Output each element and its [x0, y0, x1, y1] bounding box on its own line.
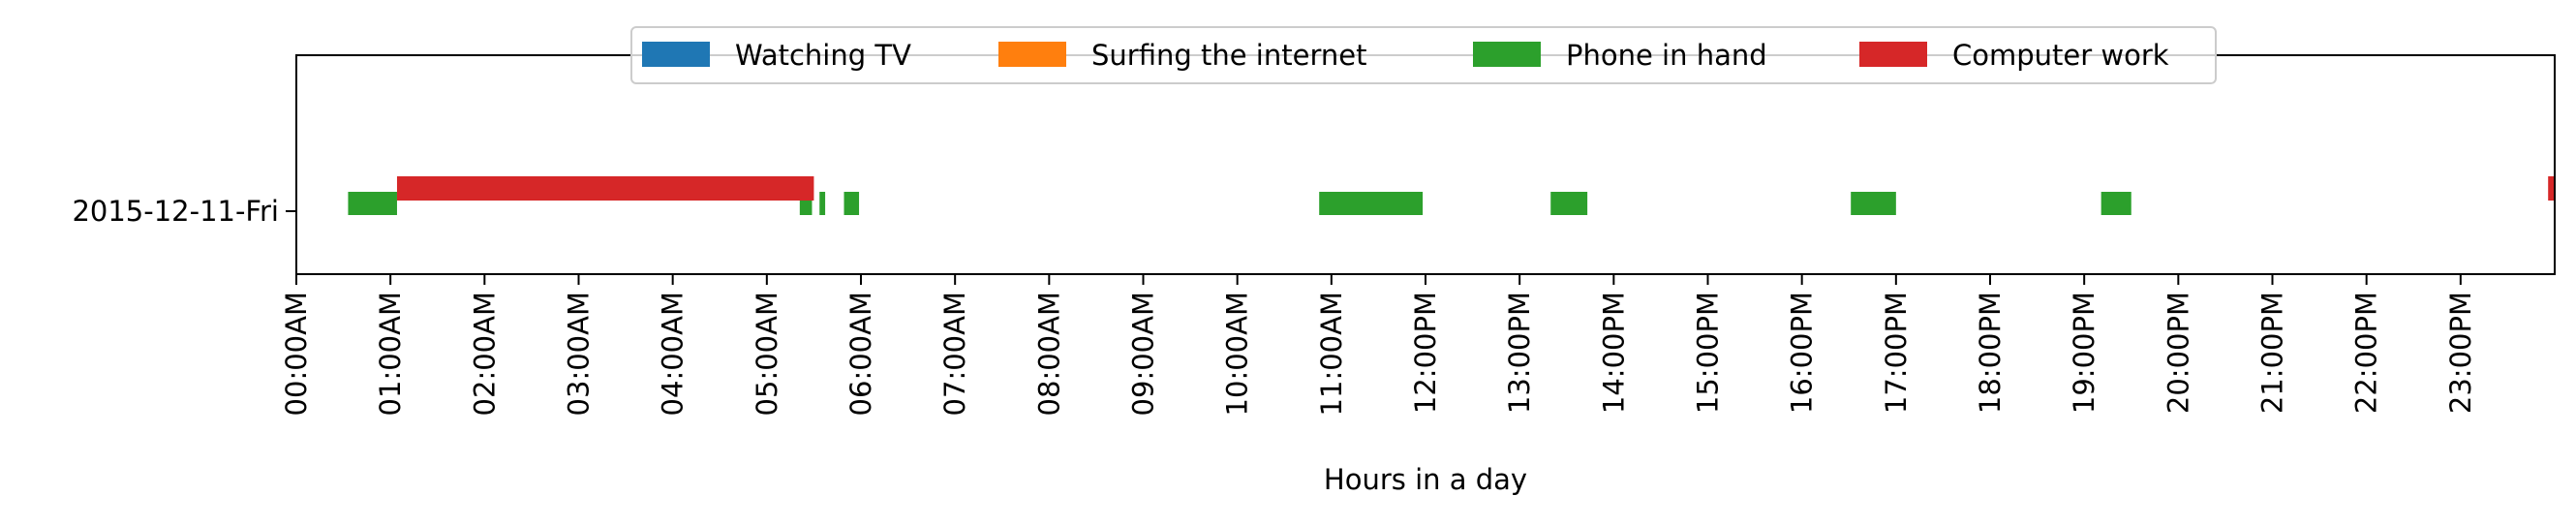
computer-work-legend-label: Computer work	[1952, 39, 2169, 72]
x-tick-label: 13:00PM	[1503, 292, 1536, 414]
phone-in-hand-legend-swatch	[1473, 42, 1541, 67]
phone-in-hand-bar-7	[2101, 192, 2131, 215]
x-tick-label: 21:00PM	[2256, 292, 2289, 414]
watching-tv-legend-swatch	[642, 42, 710, 67]
x-tick-label: 15:00PM	[1692, 292, 1725, 414]
x-tick-label: 17:00PM	[1880, 292, 1913, 414]
computer-work-legend-swatch	[1859, 42, 1927, 67]
x-tick-label: 03:00AM	[563, 292, 596, 416]
x-tick-label: 14:00PM	[1597, 292, 1630, 414]
phone-in-hand-bar-4	[1319, 192, 1424, 215]
x-tick-label: 11:00AM	[1315, 292, 1348, 416]
x-tick-label: 18:00PM	[1974, 292, 2007, 414]
phone-in-hand-legend-label: Phone in hand	[1566, 39, 1767, 72]
x-tick-label: 05:00AM	[751, 292, 783, 416]
x-tick-label: 19:00PM	[2068, 292, 2101, 414]
legend-box	[630, 26, 2217, 84]
x-tick-label: 07:00AM	[938, 292, 971, 416]
x-tick-label: 10:00AM	[1221, 292, 1254, 416]
surfing-the-internet-legend-label: Surfing the internet	[1091, 39, 1366, 72]
y-axis: 2015-12-11-Fri	[72, 195, 296, 228]
phone-in-hand-bar-2	[819, 192, 826, 215]
x-tick-label: 16:00PM	[1786, 292, 1819, 414]
x-tick-label: 08:00AM	[1032, 292, 1065, 416]
x-tick-label: 02:00AM	[468, 292, 501, 416]
plot-frame	[295, 54, 2556, 275]
x-tick-label: 04:00AM	[657, 292, 690, 416]
computer-work-bar-1	[2548, 176, 2555, 201]
x-axis-label: Hours in a day	[1324, 463, 1527, 496]
x-tick-label: 20:00PM	[2162, 292, 2194, 414]
watching-tv-legend-label: Watching TV	[735, 39, 911, 72]
phone-in-hand-bar-6	[1851, 192, 1896, 215]
x-tick-label: 00:00AM	[280, 292, 313, 416]
y-tick-label: 2015-12-11-Fri	[72, 195, 279, 228]
phone-in-hand-bar-0	[348, 192, 397, 215]
x-tick-label: 22:00PM	[2350, 292, 2383, 414]
computer-work-bar-0	[396, 176, 814, 201]
legend: Watching TV Surfing the internet Phone in …	[630, 26, 2217, 84]
x-axis: 00:00AM 01:00AM 02:00AM 03:00AM 04:00AM 05:00…	[280, 274, 2477, 416]
x-tick-label: 23:00PM	[2444, 292, 2477, 414]
surfing-the-internet-legend-swatch	[998, 42, 1066, 67]
x-tick-label: 01:00AM	[374, 292, 407, 416]
x-tick-label: 12:00PM	[1409, 292, 1442, 414]
phone-in-hand-bar-3	[843, 192, 860, 215]
x-tick-label: 09:00AM	[1127, 292, 1160, 416]
x-tick-label: 06:00AM	[844, 292, 877, 416]
phone-in-hand-bar-5	[1550, 192, 1588, 215]
bars-layer	[348, 176, 2555, 215]
